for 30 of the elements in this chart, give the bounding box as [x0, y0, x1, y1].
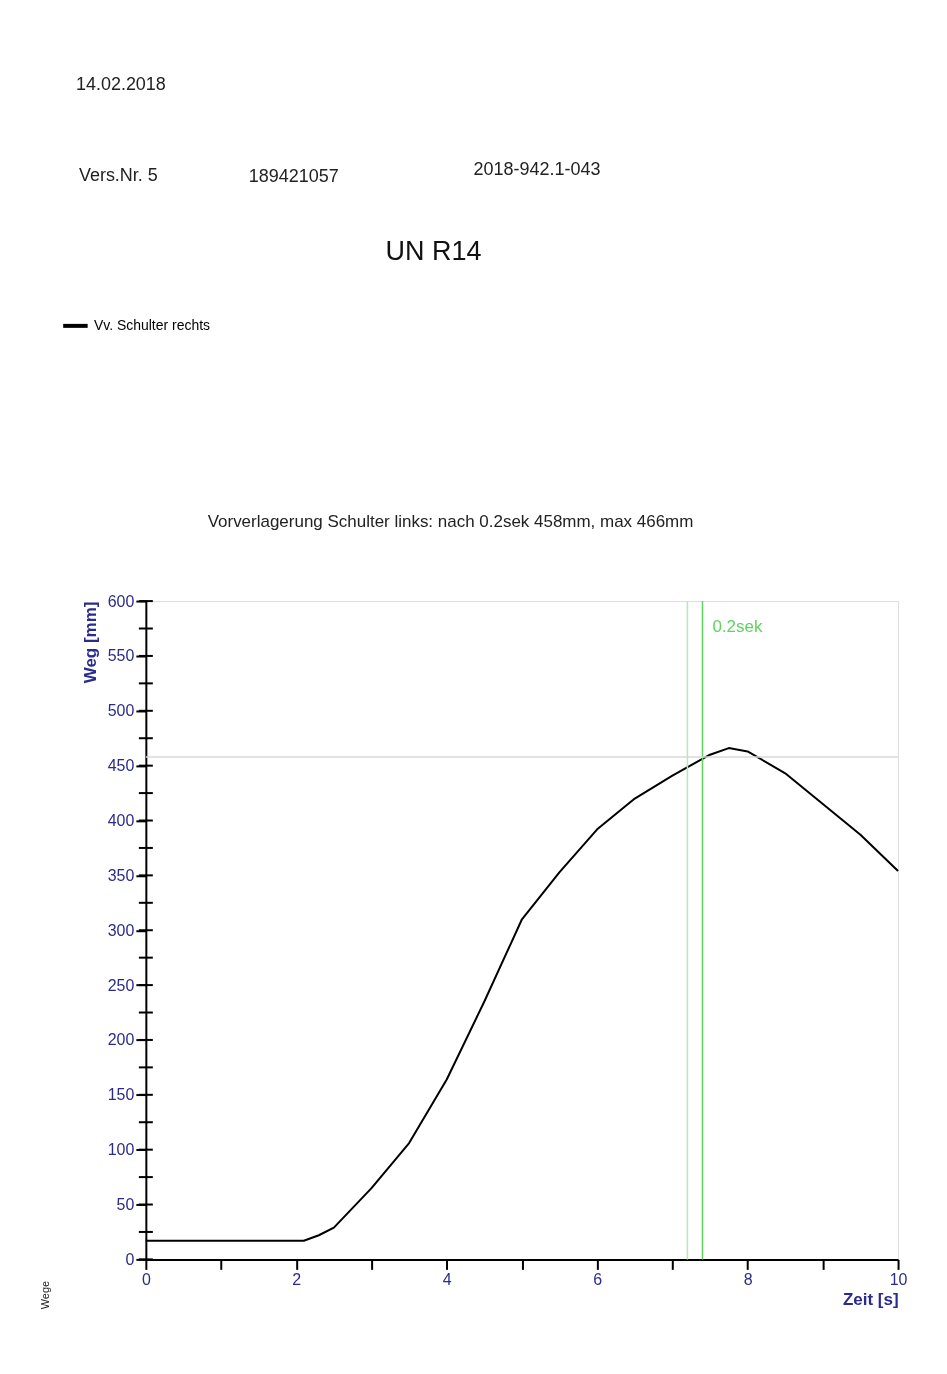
text: Vers.Nr. 5 — [78, 164, 158, 185]
x-axis-title: Zeit [s] — [842, 1289, 899, 1309]
y-tick-label: 400 — [107, 812, 135, 830]
y-axis-title: Weg [mm] — [80, 601, 100, 684]
y-tick-label: 50 — [116, 1196, 135, 1214]
y-tick-label: 350 — [107, 866, 135, 884]
legend-label: Vv. Schulter rechts — [93, 316, 211, 333]
y-tick-label: 600 — [107, 592, 135, 610]
text: 2018-942.1-043 — [473, 158, 601, 179]
x-tick-label: 2 — [292, 1270, 302, 1288]
y-tick-label: 450 — [107, 757, 135, 775]
y-tick-label: 100 — [107, 1141, 135, 1159]
chart-title: Vorverlagerung Schulter links: nach 0.2sek 458mm, max 466mm — [207, 512, 694, 532]
y-tick-label: 500 — [107, 702, 135, 720]
x-tick-label: 4 — [442, 1270, 452, 1288]
text: 189421057 — [248, 165, 339, 186]
text: 14.02.2018 — [75, 73, 166, 94]
y-tick-label: 0 — [125, 1250, 135, 1268]
ref-line-label: 0.2sek — [712, 617, 763, 637]
text: Wege — [38, 1280, 51, 1310]
x-tick-label: 10 — [889, 1270, 908, 1288]
y-tick-label: 250 — [107, 976, 135, 994]
chart-subtitle: UN R14 — [385, 236, 482, 267]
y-tick-label: 200 — [107, 1031, 135, 1049]
x-tick-label: 0 — [141, 1270, 151, 1288]
y-tick-label: 300 — [107, 921, 135, 939]
y-tick-label: 550 — [107, 647, 135, 665]
x-tick-label: 6 — [593, 1270, 603, 1288]
y-tick-label: 150 — [107, 1086, 135, 1104]
x-tick-label: 8 — [743, 1270, 753, 1288]
